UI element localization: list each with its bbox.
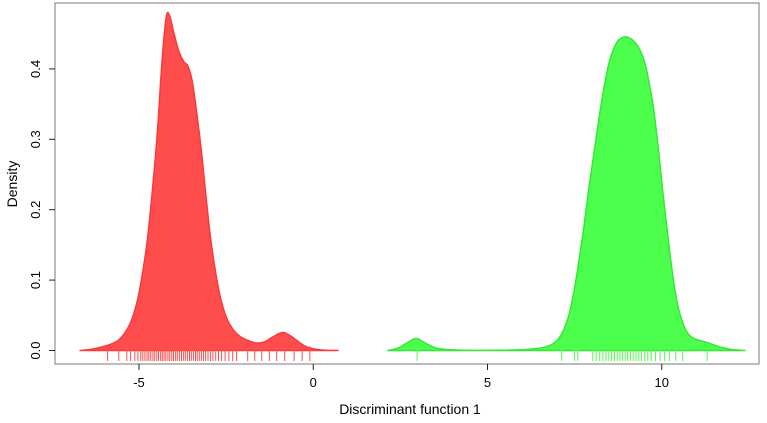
plot-border bbox=[54, 2, 760, 365]
group-green-density-area bbox=[387, 36, 746, 352]
x-axis-tick-label: 10 bbox=[655, 375, 669, 390]
y-axis-tick-label: 0.3 bbox=[28, 130, 43, 148]
y-axis-tick-label: 0.4 bbox=[28, 60, 43, 78]
group-green-rug bbox=[416, 346, 708, 361]
x-axis-tick-label: 5 bbox=[484, 375, 491, 390]
group-red-density-area bbox=[79, 11, 339, 352]
y-axis-tick-label: 0.0 bbox=[28, 341, 43, 359]
density-areas bbox=[79, 11, 746, 352]
x-axis-tick-label: -5 bbox=[133, 375, 145, 390]
y-axis-tick-label: 0.2 bbox=[28, 201, 43, 219]
x-axis: -5 0 5 10 bbox=[133, 364, 669, 390]
x-axis-title: Discriminant function 1 bbox=[339, 401, 481, 417]
x-axis-tick-label: 0 bbox=[310, 375, 317, 390]
y-axis-tick-label: 0.1 bbox=[28, 271, 43, 289]
y-axis-title: Density bbox=[4, 161, 20, 208]
group-red-rug bbox=[107, 346, 311, 361]
y-axis: 0.0 0.1 0.2 0.3 0.4 bbox=[28, 60, 55, 360]
rug-marks bbox=[107, 346, 708, 361]
